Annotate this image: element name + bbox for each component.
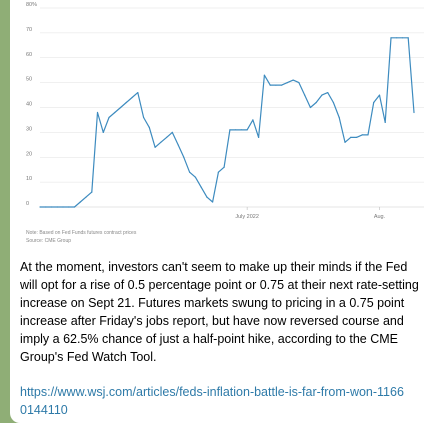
y-tick-label: 30 xyxy=(26,126,32,132)
data-point xyxy=(166,136,168,138)
data-point xyxy=(96,111,99,114)
data-point xyxy=(361,134,363,136)
data-point xyxy=(373,101,375,104)
data-point xyxy=(68,206,70,208)
data-point xyxy=(378,94,381,96)
data-point xyxy=(73,206,76,208)
y-tick-label: 70 xyxy=(26,27,32,33)
data-point xyxy=(315,101,317,104)
data-point xyxy=(200,186,202,188)
data-point xyxy=(229,129,231,131)
data-point xyxy=(281,84,283,86)
data-point xyxy=(39,206,41,208)
chart-grid xyxy=(40,7,424,208)
data-point xyxy=(304,94,306,96)
data-point xyxy=(355,136,358,138)
chart-series xyxy=(39,37,415,208)
data-point xyxy=(120,106,122,109)
data-point xyxy=(407,37,409,39)
data-point xyxy=(183,156,185,158)
y-tick-label: 50 xyxy=(26,77,32,83)
data-point xyxy=(240,129,242,131)
chart-source: Source: CME Group xyxy=(26,238,71,244)
data-point xyxy=(332,101,334,104)
article-link[interactable]: https://www.wsj.com/articles/feds-inflat… xyxy=(20,385,404,417)
data-point xyxy=(401,37,404,39)
data-point xyxy=(114,111,116,114)
data-point xyxy=(212,201,214,203)
message-text: At the moment, investors can't seem to m… xyxy=(20,260,419,364)
data-point xyxy=(56,206,58,208)
data-point xyxy=(194,176,196,178)
data-point xyxy=(62,206,64,208)
line-chart: 80% 70 60 50 40 30 20 10 0 July 2022 Aug. Note: B… xyxy=(26,2,424,244)
data-point xyxy=(148,126,150,128)
data-point xyxy=(102,131,104,133)
data-point xyxy=(235,129,237,131)
data-point xyxy=(217,171,219,173)
data-point xyxy=(143,116,145,119)
data-point xyxy=(108,116,110,119)
data-point xyxy=(177,144,179,146)
data-point xyxy=(338,116,340,119)
data-point xyxy=(292,79,294,81)
data-point xyxy=(246,129,248,131)
data-point xyxy=(327,92,329,94)
data-point xyxy=(223,166,225,168)
y-axis-ticks: 80% 70 60 50 40 30 20 10 0 xyxy=(26,2,37,207)
data-point xyxy=(298,82,300,84)
data-point xyxy=(154,146,156,148)
data-point xyxy=(350,136,352,138)
data-point xyxy=(50,206,53,208)
data-point xyxy=(206,196,208,198)
data-point xyxy=(263,74,265,76)
data-point xyxy=(131,96,133,99)
chart-image[interactable]: 80% 70 60 50 40 30 20 10 0 July 2022 Aug. Note: B… xyxy=(10,0,444,250)
y-tick-label: 10 xyxy=(26,176,32,182)
x-tick-label: July 2022 xyxy=(235,214,259,220)
data-point xyxy=(189,171,191,173)
data-point xyxy=(309,106,311,109)
data-point xyxy=(275,84,277,86)
data-point xyxy=(85,196,87,198)
data-point xyxy=(384,121,386,123)
data-point xyxy=(321,94,323,96)
data-point xyxy=(79,201,81,203)
y-tick-label: 40 xyxy=(26,102,32,108)
y-tick-label: 0 xyxy=(26,201,29,207)
chart-note: Note: Based on Fed Funds futures contrac… xyxy=(26,230,137,236)
data-point xyxy=(344,141,346,143)
data-point xyxy=(269,84,271,86)
data-point xyxy=(171,131,173,133)
data-point xyxy=(125,101,127,104)
series-line xyxy=(40,37,415,208)
y-tick-label: 60 xyxy=(26,52,32,58)
data-point xyxy=(367,134,369,136)
y-tick-label: 80% xyxy=(26,2,37,8)
x-axis-ticks: July 2022 Aug. xyxy=(235,207,386,220)
x-tick-label: Aug. xyxy=(374,214,386,220)
data-point xyxy=(91,191,93,193)
data-point xyxy=(396,37,398,39)
data-point xyxy=(413,111,415,114)
data-point xyxy=(286,82,288,84)
data-point xyxy=(252,119,254,121)
data-point xyxy=(258,136,260,138)
y-tick-label: 20 xyxy=(26,151,32,157)
message-bubble: 80% 70 60 50 40 30 20 10 0 July 2022 Aug. Note: B… xyxy=(10,0,444,423)
data-point xyxy=(390,37,392,39)
data-point xyxy=(45,206,47,208)
data-point xyxy=(137,92,139,94)
data-point xyxy=(160,141,162,143)
